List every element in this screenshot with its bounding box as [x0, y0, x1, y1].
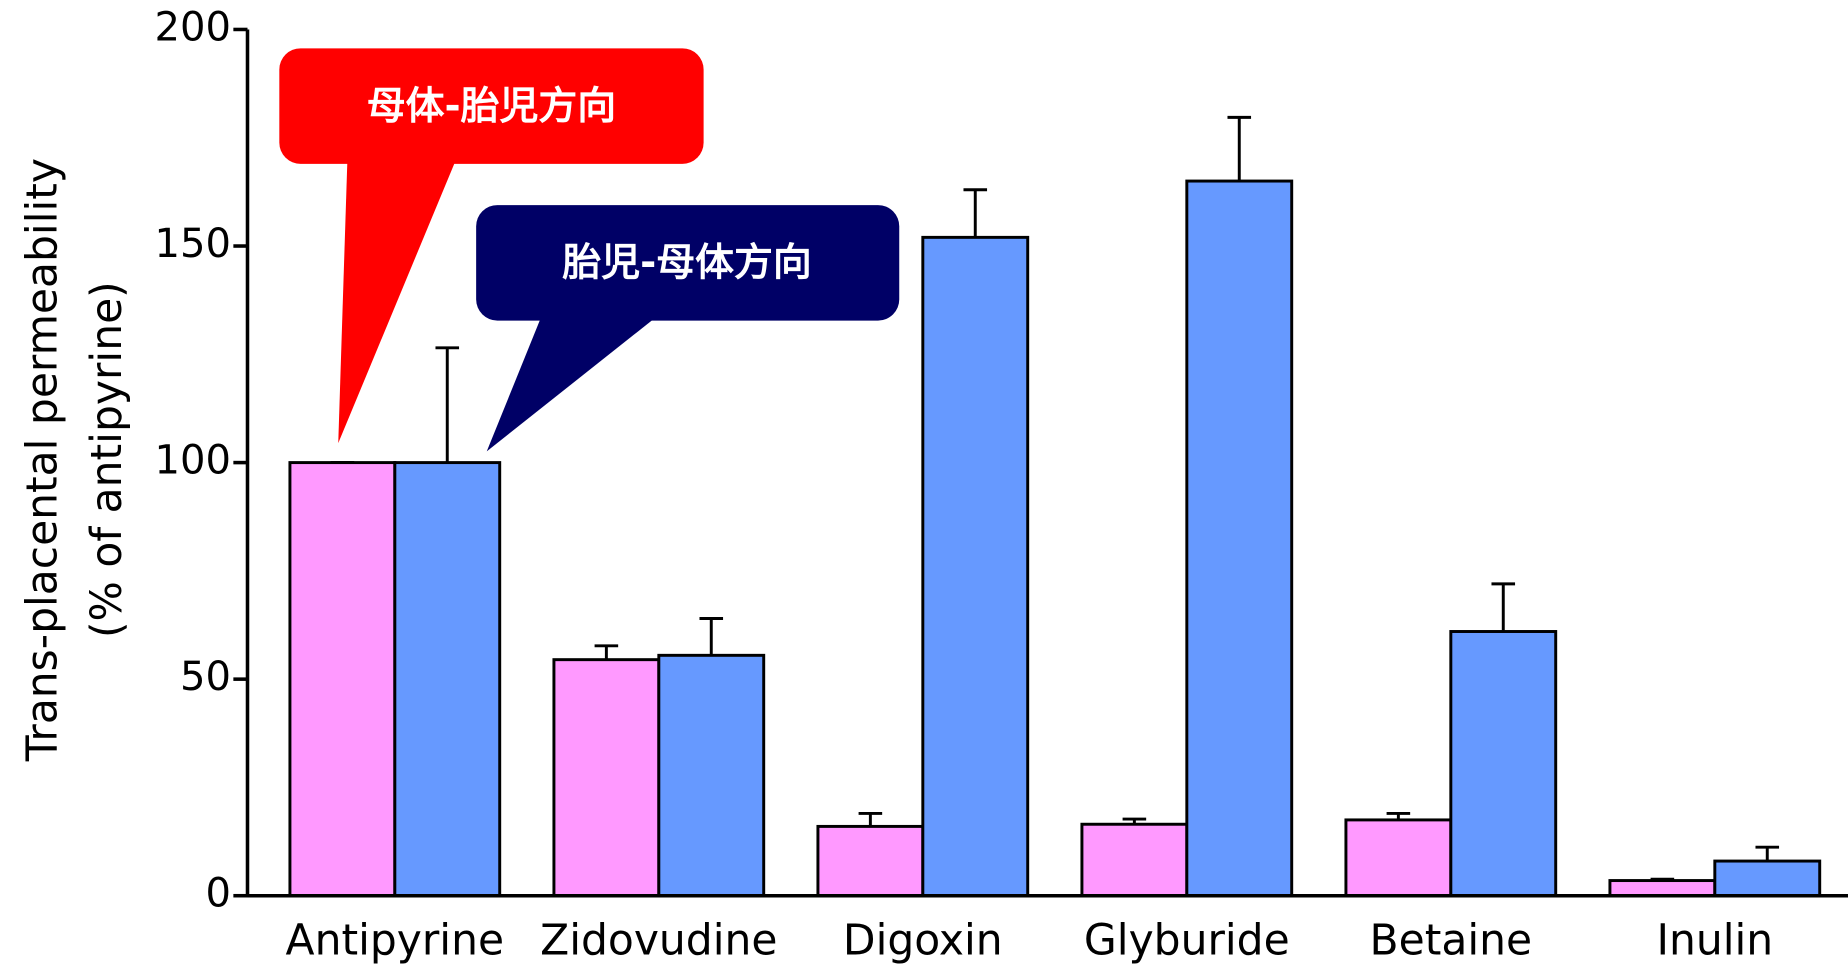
x-tick-label: Inulin: [1656, 916, 1773, 965]
callout-box: [476, 205, 900, 321]
legend-callout: 母体-胎児方向: [279, 48, 704, 444]
bar: [1185, 179, 1294, 898]
bar: [657, 653, 766, 898]
x-tick-label: Antipyrine: [286, 916, 504, 965]
x-tick-label: Digoxin: [843, 916, 1003, 965]
legend-label: 母体-胎児方向: [367, 84, 616, 129]
bar: [816, 824, 925, 898]
x-tick-label: Glyburide: [1084, 916, 1290, 965]
x-tick-label: Betaine: [1370, 916, 1533, 965]
bar: [1449, 630, 1558, 898]
plot: Trans-placental permeability (% of antip…: [18, 4, 1848, 965]
bar: [1344, 818, 1453, 898]
bar: [1713, 859, 1822, 898]
y-tick-label: 150: [155, 221, 231, 267]
y-tick-label: 50: [180, 654, 231, 700]
legend-callout: 胎児-母体方向: [476, 205, 900, 452]
bar: [1080, 822, 1189, 898]
bar: [288, 461, 397, 898]
y-tick-label: 200: [155, 4, 231, 50]
bar: [921, 235, 1030, 898]
callout-box: [279, 48, 704, 164]
y-axis-label: (% of antipyrine): [83, 281, 132, 638]
y-tick-label: 100: [155, 438, 231, 484]
callout-pointer: [338, 150, 460, 444]
bar: [393, 461, 502, 898]
bar: [1608, 879, 1717, 898]
y-axis-label: Trans-placental permeability: [18, 158, 67, 762]
x-tick-label: Zidovudine: [540, 916, 777, 965]
y-tick-label: 0: [205, 871, 231, 917]
bar: [552, 658, 661, 898]
callout-pointer: [486, 308, 658, 452]
legend-label: 胎児-母体方向: [562, 241, 811, 286]
